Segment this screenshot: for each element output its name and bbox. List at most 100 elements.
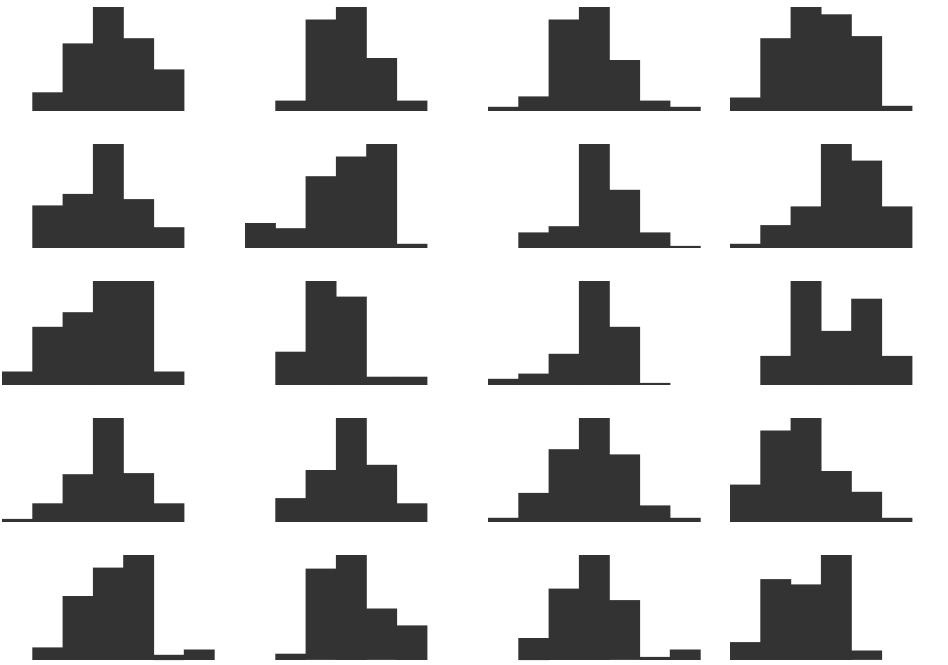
histogram-bar: [730, 243, 761, 248]
histogram-bar: [639, 656, 671, 660]
histogram-bar: [609, 600, 641, 660]
histogram-bar: [123, 473, 155, 522]
histogram-panel-13: [2, 418, 185, 522]
histogram-panel-1: [32, 7, 185, 112]
histogram-panel-2: [275, 7, 428, 111]
histogram-bar: [153, 69, 185, 111]
histogram-bar: [881, 206, 913, 248]
histogram-bar: [32, 205, 64, 248]
histogram-bar: [488, 106, 519, 111]
histogram-bar: [275, 100, 307, 111]
histogram-bar: [518, 373, 550, 385]
histogram-bar: [92, 144, 124, 248]
histogram-bar: [305, 19, 337, 111]
histogram-bar: [578, 418, 610, 522]
histogram-bar: [123, 199, 155, 248]
histogram-panel-4: [730, 7, 913, 112]
histogram-bar: [32, 92, 64, 111]
histogram-panel-6: [245, 144, 428, 248]
histogram-bar: [488, 517, 519, 522]
histogram-panel-14: [275, 418, 428, 522]
histogram-panel-5: [32, 144, 185, 248]
histogram-bar: [153, 371, 185, 385]
histogram-panel-3: [488, 7, 701, 111]
histogram-bar: [851, 36, 883, 111]
histogram-bar: [123, 281, 155, 385]
histogram-bar: [305, 568, 337, 660]
histogram-bar: [760, 38, 792, 112]
histogram-bar: [366, 376, 398, 385]
histogram-bar: [790, 281, 822, 385]
histogram-bar: [335, 7, 367, 111]
histogram-bar: [275, 351, 307, 385]
histogram-bar: [578, 144, 610, 248]
histogram-bar: [275, 228, 307, 248]
histogram-panel-17: [32, 555, 215, 661]
histogram-bar: [578, 555, 610, 660]
histogram-panel-9: [2, 281, 185, 385]
histogram-bar: [305, 470, 337, 522]
histogram-bar: [730, 642, 761, 660]
histogram-bar: [548, 449, 580, 522]
histogram-bar: [609, 454, 641, 522]
histogram-bar: [820, 555, 852, 660]
histogram-bar: [639, 382, 671, 385]
histogram-bar: [548, 226, 580, 248]
histogram-bar: [32, 503, 64, 522]
histogram-bar: [335, 296, 367, 385]
histogram-bar: [92, 567, 124, 660]
histogram-bar: [32, 647, 64, 660]
histogram-bar: [669, 517, 701, 522]
histogram-bar: [366, 58, 398, 111]
histogram-bar: [518, 492, 550, 522]
histogram-panel-7: [518, 144, 701, 248]
histogram-bar: [881, 105, 913, 111]
histogram-bar: [881, 355, 913, 385]
histogram-bar: [153, 227, 185, 248]
histogram-bar: [366, 144, 398, 248]
histogram-bar: [851, 298, 883, 385]
histogram-bar: [366, 608, 398, 660]
histogram-bar: [790, 7, 822, 111]
histogram-panel-10: [275, 281, 428, 385]
histogram-bar: [518, 232, 550, 248]
histogram-panel-20: [730, 555, 883, 660]
histogram-bar: [62, 312, 94, 385]
histogram-bar: [153, 503, 185, 522]
histogram-bar: [396, 376, 428, 385]
histogram-bar: [62, 193, 94, 248]
histogram-bar: [730, 484, 761, 522]
histogram-bar: [548, 19, 580, 111]
histogram-bar: [518, 638, 550, 661]
histogram-bar: [366, 464, 398, 522]
histogram-bar: [730, 97, 761, 111]
histogram-bar: [518, 96, 550, 111]
histogram-bar: [62, 43, 94, 111]
histogram-bar: [396, 503, 428, 522]
histogram-bar: [851, 650, 883, 660]
histogram-bar: [335, 156, 367, 248]
histogram-bar: [669, 649, 701, 660]
histogram-bar: [578, 7, 610, 111]
histogram-bar: [790, 584, 822, 660]
histogram-panel-19: [518, 555, 701, 661]
histogram-bar: [790, 206, 822, 248]
histogram-bar: [578, 281, 610, 385]
histogram-bar: [790, 418, 822, 522]
histogram-bar: [32, 326, 64, 385]
histogram-bar: [639, 232, 671, 248]
histogram-bar: [639, 505, 671, 522]
histogram-bar: [275, 653, 307, 660]
histogram-bar: [760, 579, 792, 660]
histogram-panel-8: [730, 144, 913, 248]
histogram-bar: [335, 418, 367, 522]
histogram-bar: [396, 100, 428, 111]
histogram-bar: [820, 144, 852, 248]
histogram-bar: [760, 355, 792, 385]
histogram-bar: [669, 245, 701, 248]
histogram-bar: [305, 176, 337, 248]
histogram-bar: [62, 474, 94, 522]
histogram-bar: [305, 281, 337, 385]
histogram-bar: [92, 281, 124, 385]
